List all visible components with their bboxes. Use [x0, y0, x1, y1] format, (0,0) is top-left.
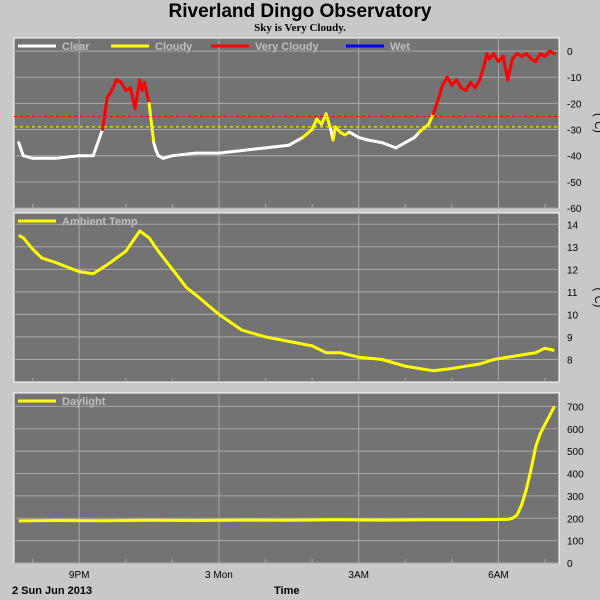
- sky-temp-segment: [324, 112, 333, 132]
- y-tick-label: 9: [567, 333, 573, 344]
- y-tick-label: 600: [567, 425, 584, 436]
- sky-temp-segment: [217, 148, 244, 155]
- sky-temp-segment: [506, 57, 514, 82]
- sky-temp-segment: [101, 96, 109, 132]
- sky-temp-segment: [21, 154, 35, 160]
- y-tick-label: 14: [567, 220, 579, 231]
- y-tick-label: 100: [567, 537, 584, 548]
- y-tick-label: 200: [567, 514, 584, 525]
- sky-temp-segment: [105, 88, 114, 100]
- y-tick-label: 12: [567, 265, 579, 276]
- sky-temp-segment: [380, 141, 398, 150]
- sky-temp-segment: [357, 135, 370, 142]
- legend-label: Daylight: [62, 396, 106, 408]
- y-tick-label: 13: [567, 243, 579, 254]
- y-tick-label: -20: [567, 99, 582, 110]
- y-tick-label: 0: [567, 47, 573, 58]
- y-unit-label: (°C): [592, 113, 600, 133]
- sky-temp-segment: [478, 62, 486, 82]
- sky-temp-segment: [119, 80, 128, 92]
- panel-background: [13, 212, 560, 383]
- sky-temp-segment: [310, 117, 319, 132]
- y-tick-label: -50: [567, 178, 582, 189]
- sky-temp-segment: [54, 154, 81, 160]
- sky-temp-segment: [301, 128, 314, 139]
- sky-temp-segment: [394, 141, 407, 150]
- x-tick-label: 6AM: [488, 570, 509, 581]
- legend-label: Cloudy: [155, 41, 193, 53]
- y-tick-label: 700: [567, 402, 584, 413]
- y-tick-label: 10: [567, 310, 579, 321]
- sky-temp-segment: [331, 125, 337, 142]
- daylight-series-line: [18, 405, 556, 523]
- y-tick-label: 8: [567, 355, 573, 366]
- sky-temp-segment: [548, 49, 556, 56]
- y-tick-label: 400: [567, 470, 584, 481]
- x-tick-label: 3 Mon: [205, 570, 233, 581]
- sky-temp-segment: [534, 52, 542, 64]
- y-tick-label: -30: [567, 126, 582, 137]
- y-tick-label: 300: [567, 492, 584, 503]
- y-tick-label: 0: [567, 559, 573, 570]
- legend-label: Very Cloudy: [255, 41, 319, 53]
- legend-label: Clear: [62, 41, 90, 53]
- sky-temp-segment: [436, 83, 445, 103]
- chart-panel-sky: 0 -10 -20 -30 -40 -50 -60 (°C) Clear Cloudy Very C…: [13, 37, 600, 215]
- page-title: Riverland Dingo Observatory: [168, 1, 432, 22]
- sky-temp-segment: [133, 78, 142, 111]
- sky-temp-segment: [417, 122, 431, 134]
- sky-temp-segment: [170, 151, 198, 158]
- chart-panel-ambient: 14 13 12 11 10 9 8 (°C) Ambient Temp: [13, 212, 600, 383]
- sky-temp-segment: [347, 130, 361, 139]
- panel-background: [13, 37, 560, 209]
- x-tick-label: 3AM: [348, 570, 369, 581]
- sky-temp-segment: [142, 80, 151, 105]
- y-tick-label: -10: [567, 73, 582, 84]
- sky-temp-segment: [287, 135, 305, 147]
- sky-temp-segment: [455, 78, 463, 90]
- date-label: 2 Sun Jun 2013: [12, 585, 92, 597]
- sky-temp-segment: [427, 112, 435, 126]
- y-unit-label: (°C): [592, 288, 600, 308]
- x-axis-label: Time: [274, 585, 299, 597]
- sky-temp-segment: [366, 138, 384, 145]
- sky-temp-segment: [17, 141, 25, 158]
- y-tick-label: 500: [567, 447, 584, 458]
- sky-temp-segment: [473, 78, 482, 90]
- sky-temp-segment: [431, 99, 440, 116]
- sky-temp-segment: [264, 143, 291, 150]
- sky-temp-segment: [240, 146, 268, 152]
- sky-temp-segment: [91, 128, 105, 158]
- x-tick-label: 9PM: [69, 570, 90, 581]
- legend-label: Wet: [390, 41, 410, 53]
- sky-temp-segment: [147, 101, 156, 145]
- panel-background: [13, 392, 560, 564]
- y-tick-label: -40: [567, 152, 582, 163]
- y-tick-label: -60: [567, 204, 582, 215]
- ambient-series-line: [18, 229, 555, 373]
- chart-panel-daylight: 700 600 500 400 300 200 100 0 Daylight 9PM 3 Mon 3A…: [13, 392, 584, 581]
- sky-temp-segment: [161, 154, 174, 160]
- sky-status-subtitle: Sky is Very Cloudy.: [254, 22, 346, 34]
- y-tick-label: 11: [567, 288, 578, 299]
- sky-temp-segment: [501, 54, 510, 82]
- sky-temp-segment: [403, 135, 417, 145]
- sky-temp-segment: [110, 78, 118, 92]
- legend-label: Ambient Temp: [62, 216, 138, 228]
